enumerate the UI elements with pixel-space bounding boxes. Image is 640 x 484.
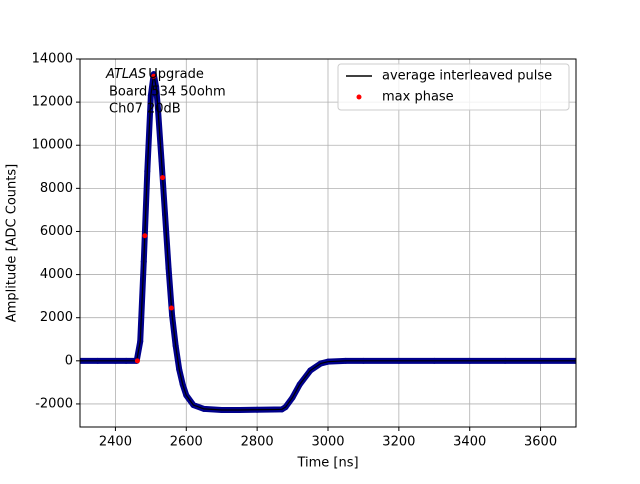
axes-frame: [79, 58, 577, 428]
x-tick-label: 2400: [99, 435, 132, 450]
annotation-italic: ATLAS: [105, 67, 146, 82]
y-tick-label: 2000: [40, 310, 73, 325]
y-tick-label: -2000: [35, 396, 73, 411]
x-tick-label: 3400: [453, 435, 486, 450]
data-point: [160, 175, 166, 181]
data-point: [151, 73, 157, 79]
line: [80, 73, 576, 411]
y-tick-label: 14000: [32, 52, 73, 67]
x-tick-label: 2600: [170, 435, 203, 450]
data-point: [168, 305, 174, 311]
x-tick-label: 3600: [524, 435, 557, 450]
legend-marker: [356, 94, 362, 100]
data-point: [142, 233, 148, 239]
y-axis-label: Amplitude [ADC Counts]: [5, 164, 20, 322]
y-tick-label: 4000: [40, 267, 73, 282]
annotation: ATLAS Upgrade: [105, 67, 204, 82]
annotation-line: Upgrade: [148, 67, 204, 82]
series: [80, 71, 576, 413]
annotation-line: Board 534 50ohm: [109, 85, 226, 100]
y-tick-label: 0: [65, 353, 73, 368]
series: [134, 73, 174, 364]
x-tick-label: 2800: [241, 435, 274, 450]
legend-box: [337, 63, 570, 111]
legend-label: average interleaved pulse: [382, 69, 552, 84]
annotation-line: Ch07 20dB: [109, 102, 181, 117]
x-tick-label: 3000: [311, 435, 344, 450]
x-axis-label: Time [ns]: [296, 456, 358, 471]
legend-label: max phase: [382, 90, 454, 105]
x-tick-label: 3200: [382, 435, 415, 450]
plot-area: [80, 58, 576, 427]
y-tick-label: 12000: [32, 95, 73, 110]
y-tick-label: 6000: [40, 224, 73, 239]
data-point: [134, 358, 140, 364]
y-tick-label: 10000: [32, 138, 73, 153]
y-tick-label: 8000: [40, 181, 73, 196]
